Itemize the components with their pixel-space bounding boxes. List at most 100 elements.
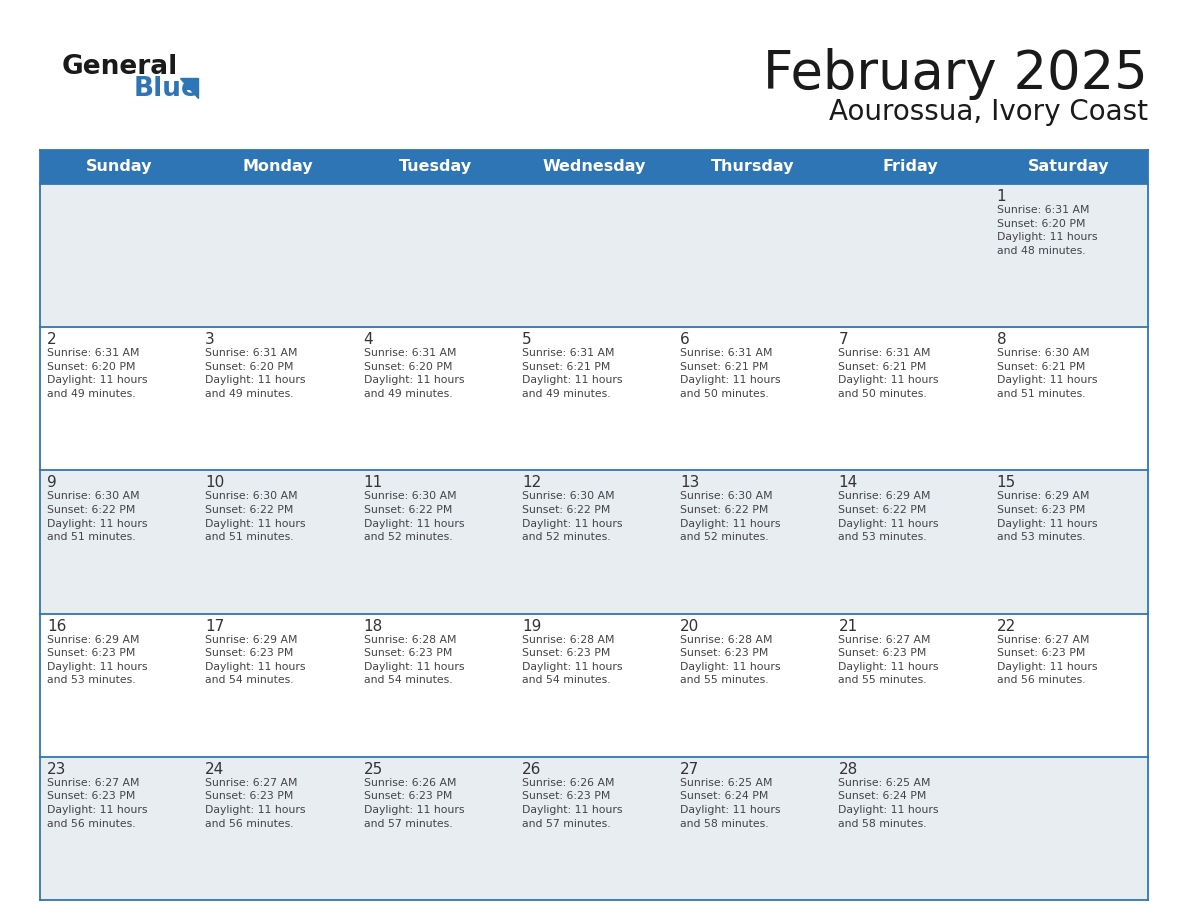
Bar — [40, 150, 1148, 184]
Bar — [832, 756, 990, 900]
Bar — [832, 470, 990, 613]
Text: Sunrise: 6:30 AM
Sunset: 6:22 PM
Daylight: 11 hours
and 52 minutes.: Sunrise: 6:30 AM Sunset: 6:22 PM Dayligh… — [364, 491, 465, 543]
Bar — [356, 470, 514, 613]
Text: Saturday: Saturday — [1028, 160, 1110, 174]
Polygon shape — [181, 78, 198, 98]
Text: 18: 18 — [364, 619, 383, 633]
Text: Friday: Friday — [883, 160, 939, 174]
Text: Sunrise: 6:27 AM
Sunset: 6:23 PM
Daylight: 11 hours
and 56 minutes.: Sunrise: 6:27 AM Sunset: 6:23 PM Dayligh… — [206, 778, 305, 829]
Text: 27: 27 — [681, 762, 700, 777]
Text: 26: 26 — [522, 762, 542, 777]
Text: Sunrise: 6:31 AM
Sunset: 6:21 PM
Daylight: 11 hours
and 49 minutes.: Sunrise: 6:31 AM Sunset: 6:21 PM Dayligh… — [522, 348, 623, 399]
Text: Sunrise: 6:29 AM
Sunset: 6:23 PM
Daylight: 11 hours
and 54 minutes.: Sunrise: 6:29 AM Sunset: 6:23 PM Dayligh… — [206, 634, 305, 686]
Bar — [990, 613, 1148, 756]
Bar — [40, 184, 198, 327]
Bar — [990, 184, 1148, 327]
Bar — [198, 327, 356, 470]
Text: 15: 15 — [997, 476, 1016, 490]
Text: Sunrise: 6:28 AM
Sunset: 6:23 PM
Daylight: 11 hours
and 54 minutes.: Sunrise: 6:28 AM Sunset: 6:23 PM Dayligh… — [364, 634, 465, 686]
Text: Sunrise: 6:27 AM
Sunset: 6:23 PM
Daylight: 11 hours
and 55 minutes.: Sunrise: 6:27 AM Sunset: 6:23 PM Dayligh… — [839, 634, 939, 686]
Text: Sunrise: 6:30 AM
Sunset: 6:22 PM
Daylight: 11 hours
and 52 minutes.: Sunrise: 6:30 AM Sunset: 6:22 PM Dayligh… — [522, 491, 623, 543]
Text: Sunday: Sunday — [86, 160, 152, 174]
Text: 6: 6 — [681, 332, 690, 347]
Text: Sunrise: 6:27 AM
Sunset: 6:23 PM
Daylight: 11 hours
and 56 minutes.: Sunrise: 6:27 AM Sunset: 6:23 PM Dayligh… — [997, 634, 1098, 686]
Text: 20: 20 — [681, 619, 700, 633]
Text: Wednesday: Wednesday — [542, 160, 646, 174]
Text: 11: 11 — [364, 476, 383, 490]
Bar — [990, 327, 1148, 470]
Bar — [832, 327, 990, 470]
Bar — [356, 613, 514, 756]
Text: Sunrise: 6:26 AM
Sunset: 6:23 PM
Daylight: 11 hours
and 57 minutes.: Sunrise: 6:26 AM Sunset: 6:23 PM Dayligh… — [522, 778, 623, 829]
Bar — [674, 184, 832, 327]
Text: 3: 3 — [206, 332, 215, 347]
Text: Thursday: Thursday — [710, 160, 794, 174]
Text: Sunrise: 6:30 AM
Sunset: 6:22 PM
Daylight: 11 hours
and 51 minutes.: Sunrise: 6:30 AM Sunset: 6:22 PM Dayligh… — [48, 491, 147, 543]
Bar — [674, 327, 832, 470]
Text: 25: 25 — [364, 762, 383, 777]
Text: Sunrise: 6:30 AM
Sunset: 6:22 PM
Daylight: 11 hours
and 52 minutes.: Sunrise: 6:30 AM Sunset: 6:22 PM Dayligh… — [681, 491, 781, 543]
Bar — [40, 470, 198, 613]
Bar — [198, 470, 356, 613]
Text: Sunrise: 6:27 AM
Sunset: 6:23 PM
Daylight: 11 hours
and 56 minutes.: Sunrise: 6:27 AM Sunset: 6:23 PM Dayligh… — [48, 778, 147, 829]
Text: 24: 24 — [206, 762, 225, 777]
Text: Sunrise: 6:28 AM
Sunset: 6:23 PM
Daylight: 11 hours
and 54 minutes.: Sunrise: 6:28 AM Sunset: 6:23 PM Dayligh… — [522, 634, 623, 686]
Bar — [674, 756, 832, 900]
Bar — [674, 470, 832, 613]
Text: 14: 14 — [839, 476, 858, 490]
Text: Sunrise: 6:29 AM
Sunset: 6:23 PM
Daylight: 11 hours
and 53 minutes.: Sunrise: 6:29 AM Sunset: 6:23 PM Dayligh… — [48, 634, 147, 686]
Text: 9: 9 — [48, 476, 57, 490]
Text: 4: 4 — [364, 332, 373, 347]
Text: Monday: Monday — [242, 160, 312, 174]
Text: Sunrise: 6:30 AM
Sunset: 6:22 PM
Daylight: 11 hours
and 51 minutes.: Sunrise: 6:30 AM Sunset: 6:22 PM Dayligh… — [206, 491, 305, 543]
Text: Sunrise: 6:25 AM
Sunset: 6:24 PM
Daylight: 11 hours
and 58 minutes.: Sunrise: 6:25 AM Sunset: 6:24 PM Dayligh… — [681, 778, 781, 829]
Text: Sunrise: 6:28 AM
Sunset: 6:23 PM
Daylight: 11 hours
and 55 minutes.: Sunrise: 6:28 AM Sunset: 6:23 PM Dayligh… — [681, 634, 781, 686]
Bar — [674, 613, 832, 756]
Bar — [514, 184, 674, 327]
Text: Sunrise: 6:31 AM
Sunset: 6:20 PM
Daylight: 11 hours
and 49 minutes.: Sunrise: 6:31 AM Sunset: 6:20 PM Dayligh… — [48, 348, 147, 399]
Bar — [198, 184, 356, 327]
Text: 21: 21 — [839, 619, 858, 633]
Bar — [514, 756, 674, 900]
Text: 12: 12 — [522, 476, 541, 490]
Text: Aourossua, Ivory Coast: Aourossua, Ivory Coast — [829, 98, 1148, 126]
Text: Sunrise: 6:25 AM
Sunset: 6:24 PM
Daylight: 11 hours
and 58 minutes.: Sunrise: 6:25 AM Sunset: 6:24 PM Dayligh… — [839, 778, 939, 829]
Text: General: General — [62, 54, 178, 80]
Text: Tuesday: Tuesday — [399, 160, 473, 174]
Text: Sunrise: 6:31 AM
Sunset: 6:21 PM
Daylight: 11 hours
and 50 minutes.: Sunrise: 6:31 AM Sunset: 6:21 PM Dayligh… — [681, 348, 781, 399]
Text: 22: 22 — [997, 619, 1016, 633]
Text: 2: 2 — [48, 332, 57, 347]
Text: Sunrise: 6:31 AM
Sunset: 6:20 PM
Daylight: 11 hours
and 49 minutes.: Sunrise: 6:31 AM Sunset: 6:20 PM Dayligh… — [206, 348, 305, 399]
Bar — [40, 327, 198, 470]
Text: 17: 17 — [206, 619, 225, 633]
Text: 8: 8 — [997, 332, 1006, 347]
Bar — [198, 613, 356, 756]
Text: Sunrise: 6:26 AM
Sunset: 6:23 PM
Daylight: 11 hours
and 57 minutes.: Sunrise: 6:26 AM Sunset: 6:23 PM Dayligh… — [364, 778, 465, 829]
Bar — [198, 756, 356, 900]
Text: Sunrise: 6:30 AM
Sunset: 6:21 PM
Daylight: 11 hours
and 51 minutes.: Sunrise: 6:30 AM Sunset: 6:21 PM Dayligh… — [997, 348, 1098, 399]
Text: Sunrise: 6:29 AM
Sunset: 6:23 PM
Daylight: 11 hours
and 53 minutes.: Sunrise: 6:29 AM Sunset: 6:23 PM Dayligh… — [997, 491, 1098, 543]
Text: 13: 13 — [681, 476, 700, 490]
Text: Sunrise: 6:31 AM
Sunset: 6:20 PM
Daylight: 11 hours
and 48 minutes.: Sunrise: 6:31 AM Sunset: 6:20 PM Dayligh… — [997, 205, 1098, 256]
Bar — [40, 613, 198, 756]
Bar — [990, 756, 1148, 900]
Text: Sunrise: 6:31 AM
Sunset: 6:20 PM
Daylight: 11 hours
and 49 minutes.: Sunrise: 6:31 AM Sunset: 6:20 PM Dayligh… — [364, 348, 465, 399]
Text: Blue: Blue — [134, 76, 200, 102]
Bar — [356, 327, 514, 470]
Text: 16: 16 — [48, 619, 67, 633]
Text: 5: 5 — [522, 332, 531, 347]
Text: 7: 7 — [839, 332, 848, 347]
Bar — [514, 327, 674, 470]
Text: 19: 19 — [522, 619, 542, 633]
Bar — [356, 756, 514, 900]
Bar — [832, 613, 990, 756]
Bar — [514, 613, 674, 756]
Text: 23: 23 — [48, 762, 67, 777]
Bar — [832, 184, 990, 327]
Text: 1: 1 — [997, 189, 1006, 204]
Bar — [514, 470, 674, 613]
Text: 10: 10 — [206, 476, 225, 490]
Text: February 2025: February 2025 — [763, 48, 1148, 100]
Bar — [40, 756, 198, 900]
Text: Sunrise: 6:29 AM
Sunset: 6:22 PM
Daylight: 11 hours
and 53 minutes.: Sunrise: 6:29 AM Sunset: 6:22 PM Dayligh… — [839, 491, 939, 543]
